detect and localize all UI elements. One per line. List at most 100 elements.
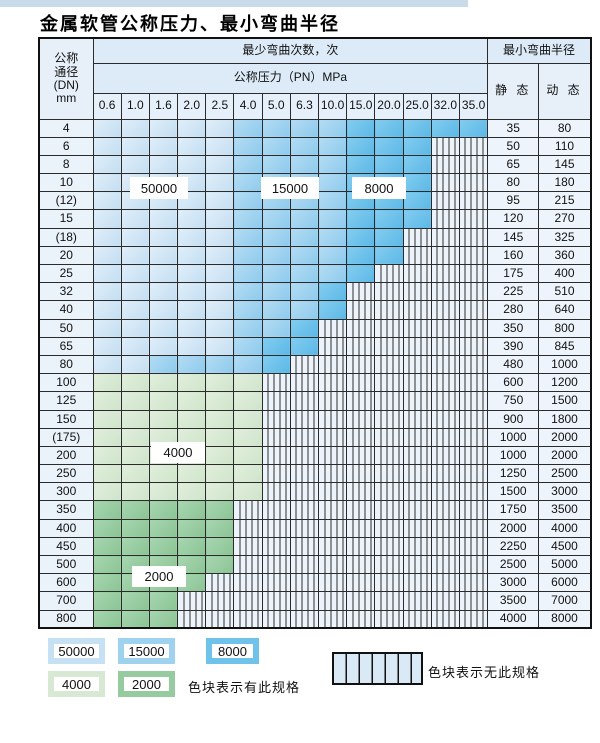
no-spec-cell (374, 300, 404, 320)
spec-cell-15000 (233, 227, 263, 247)
no-spec-cell (233, 573, 263, 593)
no-spec-cell (430, 554, 460, 575)
no-spec-cell (317, 445, 348, 466)
spec-cell-8000 (374, 118, 404, 138)
no-spec-cell (289, 445, 320, 466)
spec-cell-15000 (289, 118, 320, 138)
spec-cell-4000 (148, 409, 179, 429)
no-spec-cell (458, 445, 489, 466)
no-spec-cell (317, 609, 348, 629)
no-spec-cell (346, 500, 376, 520)
spec-cell-50000 (92, 227, 122, 247)
spec-cell-2000 (120, 591, 150, 611)
spec-cell-50000 (120, 245, 150, 266)
spec-cell-2000 (92, 573, 122, 593)
spec-cell-50000 (120, 118, 150, 138)
spec-cell-50000 (205, 173, 235, 193)
dynamic-radius-cell: 145 (538, 154, 592, 175)
spec-cell-4000 (120, 391, 150, 411)
dynamic-radius-cell: 80 (538, 118, 592, 138)
spec-cell-4000 (120, 427, 150, 447)
table-row: 200 1000 2000 (38, 445, 592, 466)
pressure-col-header: 1.0 (120, 92, 150, 120)
no-spec-cell (261, 536, 291, 557)
no-spec-cell (317, 427, 348, 447)
no-spec-cell (402, 336, 432, 356)
spec-cell-4000 (92, 427, 122, 447)
spec-cell-15000 (261, 263, 291, 284)
spec-cell-15000 (233, 336, 263, 356)
no-spec-cell (458, 518, 489, 538)
legend-swatch-4000: 4000 (48, 671, 105, 697)
spec-cell-8000 (346, 227, 376, 247)
no-spec-cell (430, 500, 460, 520)
no-spec-cell (374, 591, 404, 611)
spec-cell-4000 (233, 482, 263, 502)
spec-cell-4000 (205, 464, 235, 484)
spec-cell-8000 (374, 209, 404, 229)
no-spec-cell (458, 554, 489, 575)
no-spec-cell (402, 227, 432, 247)
no-spec-cell (233, 554, 263, 575)
no-spec-cell (317, 500, 348, 520)
spec-cell-4000 (148, 391, 179, 411)
no-spec-cell (289, 373, 320, 393)
spec-cell-2000 (148, 591, 179, 611)
spec-cell-2000 (148, 536, 179, 557)
spec-cell-8000 (402, 136, 432, 156)
static-radius-cell: 4000 (487, 609, 540, 629)
no-spec-cell (374, 336, 404, 356)
dn-header-line: mm (56, 90, 77, 105)
static-radius-cell: 1250 (487, 464, 540, 484)
no-spec-cell (261, 500, 291, 520)
spec-cell-50000 (148, 336, 179, 356)
table-row: 700 3500 7000 (38, 591, 592, 611)
spec-cell-50000 (92, 282, 122, 302)
dn-cell: 20 (38, 245, 94, 266)
no-spec-cell (430, 427, 460, 447)
no-spec-cell (430, 336, 460, 356)
dynamic-radius-cell: 6000 (538, 573, 592, 593)
spec-cell-50000 (120, 263, 150, 284)
no-spec-cell (430, 536, 460, 557)
no-spec-cell (402, 300, 432, 320)
pressure-col-header: 15.0 (346, 92, 376, 120)
dynamic-radius-cell: 2000 (538, 445, 592, 466)
static-radius-cell: 50 (487, 136, 540, 156)
dynamic-radius-cell: 270 (538, 209, 592, 229)
spec-cell-50000 (205, 227, 235, 247)
dn-cell: 40 (38, 300, 94, 320)
spec-cell-15000 (233, 118, 263, 138)
static-radius-cell: 600 (487, 373, 540, 393)
spec-cell-50000 (148, 318, 179, 338)
table-row: 6 50 110 (38, 136, 592, 156)
spec-cell-50000 (92, 263, 122, 284)
no-spec-cell (374, 536, 404, 557)
dynamic-header: 动 态 (538, 62, 592, 120)
spec-cell-4000 (148, 464, 179, 484)
spec-cell-4000 (148, 373, 179, 393)
dn-cell: 400 (38, 518, 94, 538)
static-radius-cell: 160 (487, 245, 540, 266)
no-spec-cell (289, 536, 320, 557)
no-spec-cell (317, 554, 348, 575)
spec-cell-8000 (402, 118, 432, 138)
table-row: 20 160 360 (38, 245, 592, 266)
no-spec-cell (289, 391, 320, 411)
pressure-header: 公称压力（PN）MPa (92, 62, 489, 94)
dn-cell: 600 (38, 573, 94, 593)
spec-cell-50000 (177, 136, 207, 156)
spec-cell-8000 (289, 336, 320, 356)
spec-cell-50000 (120, 282, 150, 302)
no-spec-cell (458, 409, 489, 429)
no-spec-cell (458, 227, 489, 247)
spec-cell-15000 (233, 154, 263, 175)
spec-cell-2000 (92, 536, 122, 557)
spec-cell-4000 (205, 427, 235, 447)
no-spec-cell (261, 573, 291, 593)
spec-cell-4000 (148, 482, 179, 502)
no-spec-cell (317, 354, 348, 375)
no-spec-cell (289, 554, 320, 575)
spec-cell-8000 (374, 136, 404, 156)
dn-cell: 6 (38, 136, 94, 156)
